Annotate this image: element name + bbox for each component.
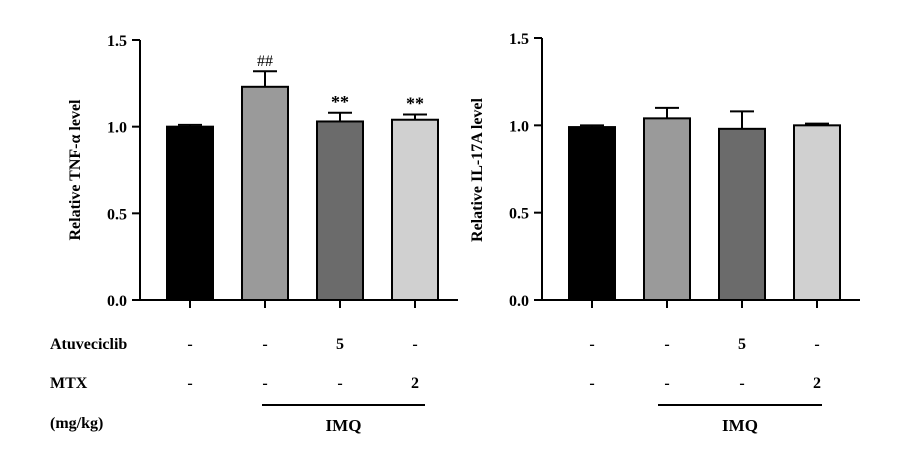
bar — [241, 85, 289, 301]
mtx-dose: 2 — [813, 375, 821, 392]
y-tick-label: 1.5 — [107, 33, 127, 50]
y-axis-label: Relative IL-17A level — [469, 97, 486, 242]
bar — [391, 118, 439, 301]
atuveciclib-dose: 5 — [738, 336, 746, 353]
bar — [718, 127, 766, 301]
y-tick-label: 0.5 — [107, 206, 127, 223]
row-label-units: (mg/kg) — [50, 415, 103, 432]
mtx-dose: - — [187, 375, 192, 392]
atuveciclib-dose: 5 — [336, 336, 344, 353]
bar — [793, 124, 841, 302]
mtx-dose: 2 — [411, 375, 419, 392]
mtx-dose: - — [664, 375, 669, 392]
bar — [166, 125, 214, 301]
y-tick-label: 0.0 — [509, 293, 529, 310]
imq-group-label: IMQ — [722, 416, 758, 435]
atuveciclib-dose: - — [589, 336, 594, 353]
y-tick-label: 0.0 — [107, 293, 127, 310]
row-label-mtx: MTX — [50, 375, 88, 392]
mtx-dose: - — [589, 375, 594, 392]
mtx-dose: - — [262, 375, 267, 392]
tnf-alpha-panel: 0.0 0.5 1.0 1.5 Relative TNF-α level - - ## - - **… — [67, 33, 458, 435]
significance-annotation: ## — [257, 53, 273, 70]
bar — [316, 120, 364, 302]
atuveciclib-dose: - — [187, 336, 192, 353]
y-tick-label: 1.0 — [509, 118, 529, 135]
row-label-atuveciclib: Atuveciclib — [50, 336, 127, 353]
significance-annotation: ** — [406, 94, 424, 114]
mtx-dose: - — [337, 375, 342, 392]
y-tick-label: 0.5 — [509, 206, 529, 223]
bar — [568, 126, 616, 301]
y-tick-label: 1.0 — [107, 120, 127, 137]
atuveciclib-dose: - — [664, 336, 669, 353]
bar — [643, 117, 691, 301]
imq-group-label: IMQ — [326, 416, 362, 435]
il-17a-panel: 0.0 0.5 1.0 1.5 Relative IL-17A level - - - - 5 - -… — [469, 31, 860, 435]
atuveciclib-dose: - — [412, 336, 417, 353]
atuveciclib-dose: - — [262, 336, 267, 353]
y-tick-label: 1.5 — [509, 31, 529, 48]
y-axis-label: Relative TNF-α level — [67, 99, 84, 241]
significance-annotation: ** — [331, 92, 349, 112]
atuveciclib-dose: - — [814, 336, 819, 353]
mtx-dose: - — [739, 375, 744, 392]
